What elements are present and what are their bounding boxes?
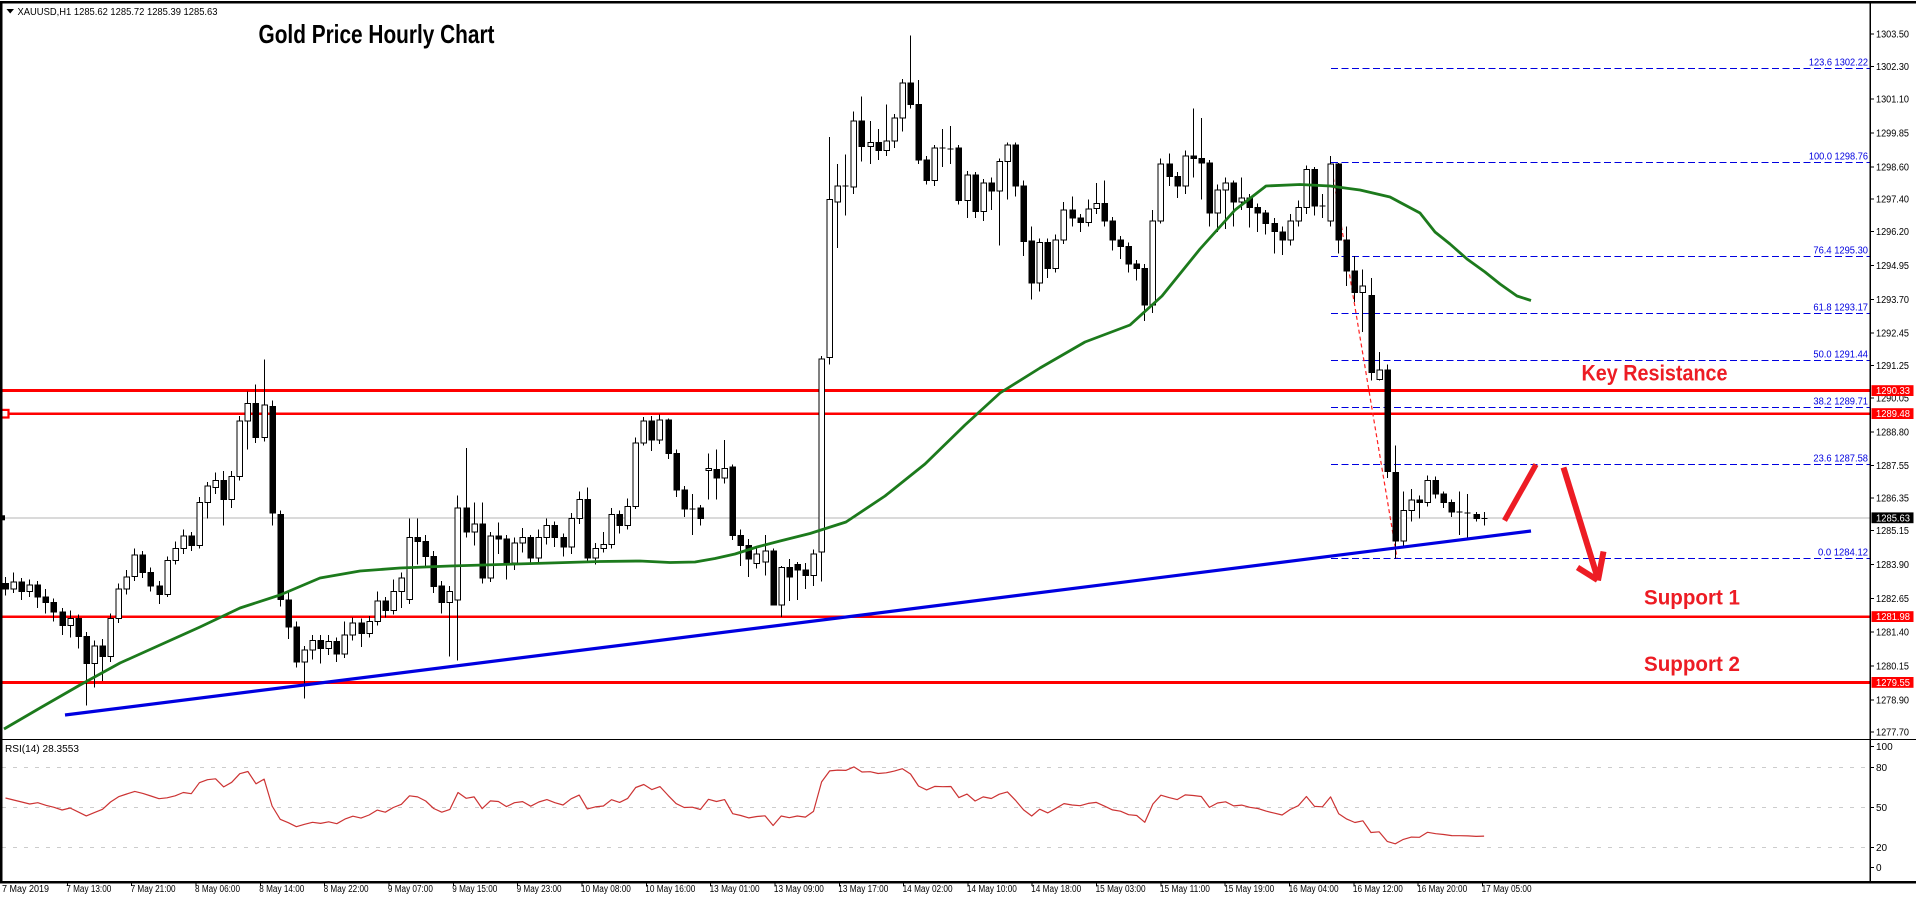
svg-text:80: 80: [1876, 763, 1888, 774]
svg-text:8 May 22:00: 8 May 22:00: [324, 884, 369, 895]
svg-text:10 May 08:00: 10 May 08:00: [581, 884, 631, 895]
svg-text:100: 100: [1876, 742, 1893, 753]
svg-text:9 May 07:00: 9 May 07:00: [388, 884, 433, 895]
svg-text:9 May 15:00: 9 May 15:00: [452, 884, 497, 895]
svg-text:13 May 09:00: 13 May 09:00: [774, 884, 824, 895]
svg-text:100.0 1298.76: 100.0 1298.76: [1809, 152, 1869, 163]
svg-text:20: 20: [1876, 843, 1888, 854]
svg-text:1290.05: 1290.05: [1876, 394, 1909, 405]
svg-text:1277.70: 1277.70: [1876, 728, 1909, 739]
svg-text:16 May 12:00: 16 May 12:00: [1353, 884, 1403, 895]
svg-text:Support 2: Support 2: [1644, 653, 1740, 676]
svg-text:1285.15: 1285.15: [1876, 526, 1909, 537]
svg-text:1289.48: 1289.48: [1876, 409, 1910, 420]
svg-text:1294.95: 1294.95: [1876, 261, 1909, 272]
svg-text:1281.98: 1281.98: [1876, 612, 1910, 623]
svg-text:1291.25: 1291.25: [1876, 361, 1909, 372]
svg-text:9 May 23:00: 9 May 23:00: [517, 884, 562, 895]
svg-text:50: 50: [1876, 803, 1888, 814]
svg-text:14 May 10:00: 14 May 10:00: [967, 884, 1017, 895]
svg-text:1288.80: 1288.80: [1876, 427, 1909, 438]
svg-text:1297.40: 1297.40: [1876, 195, 1909, 206]
svg-text:50.0 1291.44: 50.0 1291.44: [1813, 350, 1868, 361]
svg-text:10 May 16:00: 10 May 16:00: [645, 884, 695, 895]
svg-text:1299.85: 1299.85: [1876, 128, 1909, 139]
svg-text:Support 1: Support 1: [1644, 587, 1740, 610]
svg-text:1287.55: 1287.55: [1876, 461, 1909, 472]
svg-text:1290.33: 1290.33: [1876, 386, 1910, 397]
svg-text:1285.63: 1285.63: [1876, 513, 1910, 524]
svg-text:1280.15: 1280.15: [1876, 661, 1909, 672]
svg-text:8 May 14:00: 8 May 14:00: [259, 884, 304, 895]
svg-text:0.0 1284.12: 0.0 1284.12: [1818, 548, 1868, 559]
svg-text:7 May 13:00: 7 May 13:00: [66, 884, 111, 895]
svg-text:1286.35: 1286.35: [1876, 494, 1909, 505]
svg-text:RSI(14) 28.3553: RSI(14) 28.3553: [5, 744, 79, 755]
svg-text:38.2 1289.71: 38.2 1289.71: [1813, 397, 1868, 408]
svg-text:1296.20: 1296.20: [1876, 227, 1909, 238]
svg-text:1281.40: 1281.40: [1876, 628, 1909, 639]
svg-text:15 May 11:00: 15 May 11:00: [1160, 884, 1210, 895]
svg-text:0: 0: [1876, 863, 1882, 874]
svg-text:1283.90: 1283.90: [1876, 560, 1909, 571]
svg-text:1301.10: 1301.10: [1876, 95, 1909, 106]
svg-text:1303.50: 1303.50: [1876, 30, 1909, 41]
svg-text:8 May 06:00: 8 May 06:00: [195, 884, 240, 895]
svg-text:1292.45: 1292.45: [1876, 329, 1909, 340]
svg-text:14 May 02:00: 14 May 02:00: [903, 884, 953, 895]
svg-text:76.4 1295.30: 76.4 1295.30: [1813, 246, 1868, 257]
svg-text:1282.65: 1282.65: [1876, 594, 1909, 605]
svg-text:61.8 1293.17: 61.8 1293.17: [1813, 303, 1868, 314]
svg-text:123.6 1302.22: 123.6 1302.22: [1809, 58, 1869, 69]
svg-text:7 May 21:00: 7 May 21:00: [131, 884, 176, 895]
svg-text:13 May 01:00: 13 May 01:00: [710, 884, 760, 895]
svg-text:1279.55: 1279.55: [1876, 678, 1910, 689]
svg-text:XAUUSD,H1 1285.62 1285.72 128: XAUUSD,H1 1285.62 1285.72 1285.39 1285.6…: [18, 6, 218, 18]
svg-text:15 May 03:00: 15 May 03:00: [1096, 884, 1146, 895]
svg-text:1278.90: 1278.90: [1876, 695, 1909, 706]
svg-text:Gold Price Hourly Chart: Gold Price Hourly Chart: [259, 19, 495, 49]
svg-text:1298.60: 1298.60: [1876, 162, 1909, 173]
svg-text:15 May 19:00: 15 May 19:00: [1224, 884, 1274, 895]
svg-text:16 May 20:00: 16 May 20:00: [1417, 884, 1467, 895]
svg-text:14 May 18:00: 14 May 18:00: [1031, 884, 1081, 895]
svg-text:23.6 1287.58: 23.6 1287.58: [1813, 454, 1868, 465]
svg-text:7 May 2019: 7 May 2019: [2, 884, 49, 895]
svg-text:13 May 17:00: 13 May 17:00: [838, 884, 888, 895]
svg-text:Key Resistance: Key Resistance: [1582, 361, 1728, 386]
svg-text:1302.30: 1302.30: [1876, 62, 1909, 73]
svg-text:1293.70: 1293.70: [1876, 295, 1909, 306]
svg-text:16 May 04:00: 16 May 04:00: [1289, 884, 1339, 895]
svg-text:17 May 05:00: 17 May 05:00: [1482, 884, 1532, 895]
